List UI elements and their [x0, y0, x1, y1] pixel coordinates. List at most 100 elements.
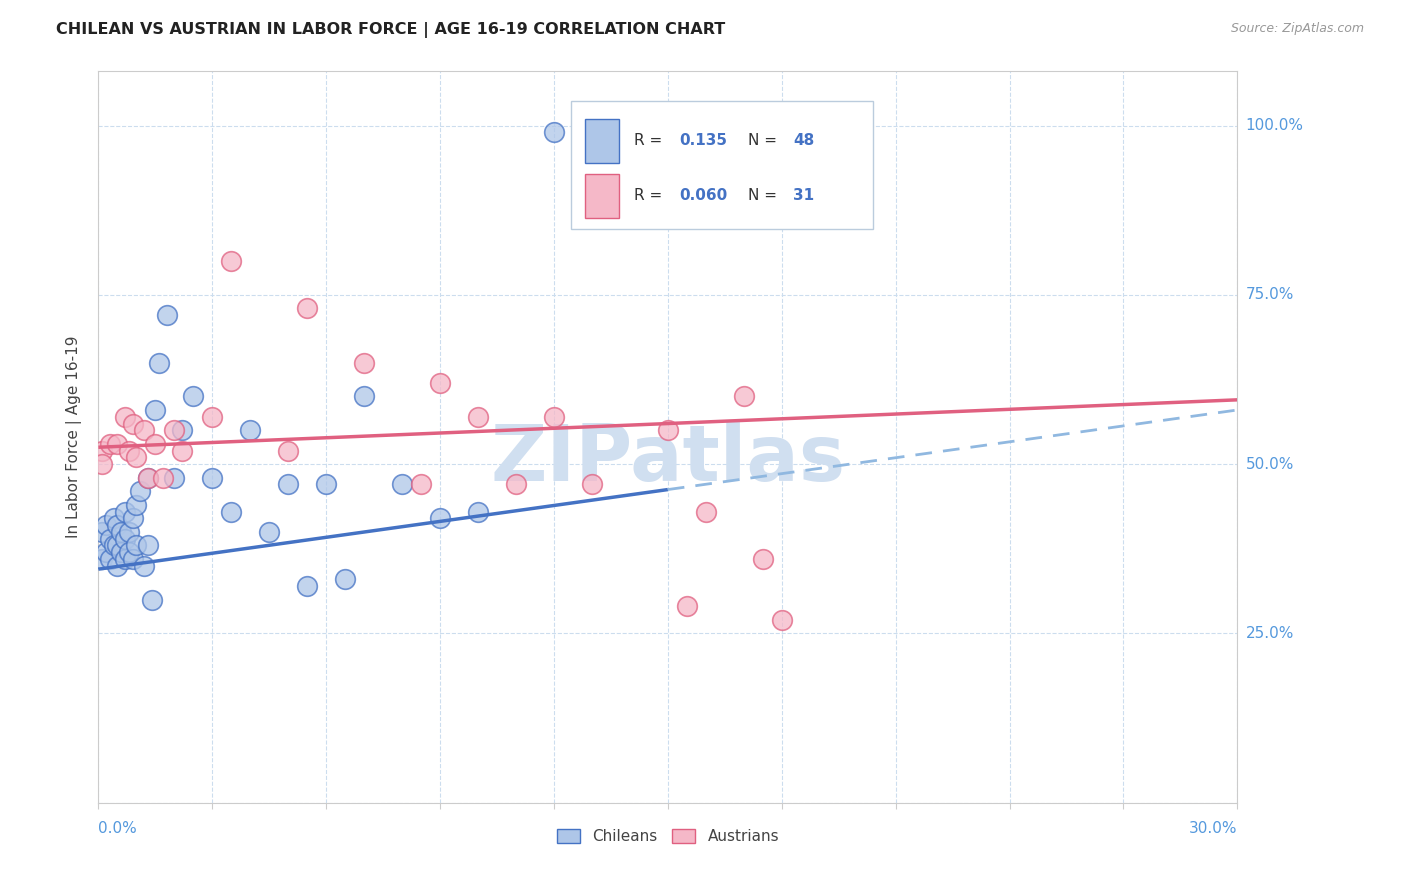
Point [94, 518, 117, 533]
Point [201, 409, 224, 424]
Point [103, 538, 125, 552]
Text: Source: ZipAtlas.com: Source: ZipAtlas.com [1230, 22, 1364, 36]
Text: 0.135: 0.135 [679, 133, 727, 148]
Point [107, 558, 129, 573]
FancyBboxPatch shape [571, 101, 873, 228]
Point [733, 125, 755, 139]
Point [98, 552, 121, 566]
Point [239, 423, 262, 437]
Text: 50.0%: 50.0% [1246, 457, 1294, 472]
Point [429, 376, 451, 390]
Text: CHILEAN VS AUSTRIAN IN LABOR FORCE | AGE 16-19 CORRELATION CHART: CHILEAN VS AUSTRIAN IN LABOR FORCE | AGE… [56, 22, 725, 38]
Point [335, 572, 357, 586]
Text: 30.0%: 30.0% [1189, 822, 1237, 837]
Point [107, 437, 129, 451]
FancyBboxPatch shape [585, 119, 619, 163]
Point [98, 437, 121, 451]
Point [183, 389, 205, 403]
Point [152, 471, 174, 485]
Point [136, 538, 159, 552]
Point [353, 389, 375, 403]
Point [581, 477, 603, 491]
Text: R =: R = [634, 133, 666, 148]
Point [121, 511, 143, 525]
Text: 75.0%: 75.0% [1246, 287, 1294, 302]
Point [505, 477, 527, 491]
Point [114, 409, 136, 424]
Point [543, 125, 565, 139]
Point [91, 552, 114, 566]
Point [201, 471, 224, 485]
Point [297, 579, 319, 593]
Point [148, 355, 170, 369]
Point [543, 409, 565, 424]
Point [657, 423, 679, 437]
Point [315, 477, 337, 491]
Point [114, 505, 136, 519]
Point [145, 437, 167, 451]
Point [91, 457, 114, 471]
Point [114, 532, 136, 546]
Point [125, 450, 148, 465]
Y-axis label: In Labor Force | Age 16-19: In Labor Force | Age 16-19 [66, 335, 83, 539]
Text: 31: 31 [793, 188, 814, 203]
Point [429, 511, 451, 525]
Point [221, 505, 243, 519]
Point [752, 552, 775, 566]
Point [125, 498, 148, 512]
Point [170, 443, 193, 458]
Point [411, 477, 433, 491]
Point [132, 558, 155, 573]
Point [136, 471, 159, 485]
Point [118, 524, 141, 539]
FancyBboxPatch shape [585, 174, 619, 218]
Point [107, 518, 129, 533]
Point [277, 443, 299, 458]
Text: N =: N = [748, 188, 782, 203]
Point [467, 409, 489, 424]
Point [118, 545, 141, 559]
Point [121, 417, 143, 431]
Text: 100.0%: 100.0% [1246, 118, 1303, 133]
Point [132, 423, 155, 437]
Text: R =: R = [634, 188, 666, 203]
Point [695, 505, 717, 519]
Point [170, 423, 193, 437]
Text: 0.0%: 0.0% [98, 822, 138, 837]
Point [657, 125, 679, 139]
Text: ZIPatlas: ZIPatlas [491, 421, 845, 497]
Point [145, 403, 167, 417]
Point [91, 524, 114, 539]
Point [141, 592, 163, 607]
Point [297, 301, 319, 316]
Point [107, 538, 129, 552]
Point [91, 443, 114, 458]
Point [110, 545, 132, 559]
Text: 25.0%: 25.0% [1246, 626, 1294, 641]
Point [118, 443, 141, 458]
Point [770, 613, 793, 627]
Point [467, 505, 489, 519]
Point [103, 511, 125, 525]
Point [733, 389, 755, 403]
Text: 0.060: 0.060 [679, 188, 727, 203]
Point [163, 423, 186, 437]
Legend: Chileans, Austrians: Chileans, Austrians [551, 822, 785, 850]
Point [391, 477, 413, 491]
Text: N =: N = [748, 133, 782, 148]
Text: 48: 48 [793, 133, 814, 148]
Point [163, 471, 186, 485]
Point [110, 524, 132, 539]
Point [125, 538, 148, 552]
Point [98, 532, 121, 546]
Point [277, 477, 299, 491]
Point [129, 484, 152, 499]
Point [121, 552, 143, 566]
Point [94, 545, 117, 559]
Point [676, 599, 699, 614]
Point [259, 524, 281, 539]
Point [353, 355, 375, 369]
Point [136, 471, 159, 485]
Point [114, 552, 136, 566]
Point [156, 308, 179, 322]
